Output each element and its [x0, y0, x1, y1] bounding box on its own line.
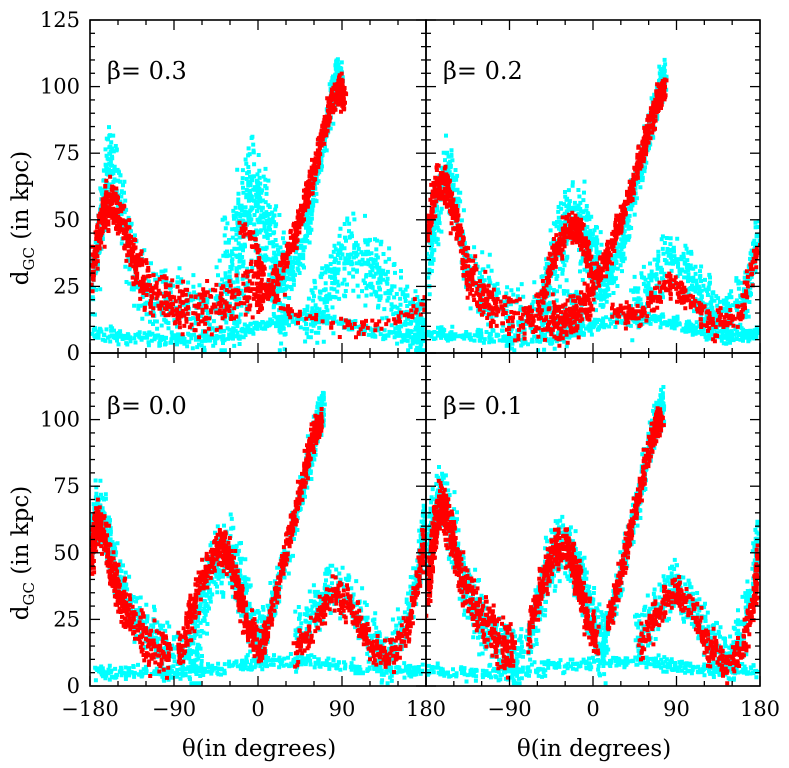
scatter-points-red: [90, 71, 426, 340]
panel-0-points: [90, 57, 426, 353]
panel-2-beta-label: β= 0.0: [107, 392, 187, 420]
series-red: [90, 71, 426, 340]
svg-text:dGC (in kpc): dGC (in kpc): [8, 151, 38, 285]
y-tick-label: 50: [53, 541, 80, 565]
y-tick-label: 0: [67, 674, 80, 698]
panel-3-axes: −90 0 90 180: [425, 352, 780, 721]
scatter-points-red: [426, 77, 760, 348]
y-tick-label: 75: [53, 141, 80, 165]
scatter-points-red: [426, 406, 760, 686]
scatter-points-cyan: [90, 57, 426, 353]
panel-3-beta-label: β= 0.1: [443, 392, 523, 420]
x-tick-label: 180: [406, 697, 446, 721]
x-tick-label: −180: [61, 697, 119, 721]
panel-bottom-left: 0 25 50 75 100 −180 −90 0 90 180 β= 0.0: [40, 352, 446, 721]
panel-1-points: [426, 57, 760, 353]
panel-3-points: [426, 385, 760, 686]
series-red: [90, 407, 426, 680]
x-axis-label-left: θ(in degrees): [182, 736, 336, 762]
y-tick-label: 125: [40, 8, 80, 32]
panel-1-beta-label: β= 0.2: [443, 57, 523, 85]
panel-top-right: β= 0.2: [425, 19, 761, 354]
panel-2-points: [90, 390, 426, 686]
y-tick-label: 0: [67, 341, 80, 365]
series-red: [426, 77, 760, 348]
svg-text:dGC (in kpc): dGC (in kpc): [8, 486, 38, 620]
scatter-points-red: [90, 407, 426, 680]
x-tick-label: −90: [152, 697, 196, 721]
x-tick-label: 90: [329, 697, 356, 721]
panel-2-axes: 0 25 50 75 100 −180 −90 0 90 180: [40, 352, 446, 721]
y-tick-label: 100: [40, 75, 80, 99]
y-tick-label: 100: [40, 408, 80, 432]
x-axis-label-right: θ(in degrees): [517, 736, 671, 762]
y-tick-label: 50: [53, 208, 80, 232]
x-tick-label: 90: [663, 697, 690, 721]
y-tick-label: 25: [53, 607, 80, 631]
x-tick-label: 180: [740, 697, 780, 721]
x-tick-label: 0: [251, 697, 264, 721]
x-tick-label: 0: [586, 697, 599, 721]
y-tick-label: 25: [53, 274, 80, 298]
panel-0-beta-label: β= 0.3: [107, 57, 187, 85]
y-axis-label-bottom: dGC (in kpc): [8, 486, 38, 620]
x-tick-label: −90: [487, 697, 531, 721]
y-tick-label: 75: [53, 474, 80, 498]
series-cyan: [90, 57, 426, 353]
series-red: [426, 406, 760, 686]
panel-top-left: 0 25 50 75 100 125 β= 0.3: [40, 8, 427, 365]
panel-bottom-right: −90 0 90 180 β= 0.1: [425, 352, 780, 721]
y-axis-label-top: dGC (in kpc): [8, 151, 38, 285]
